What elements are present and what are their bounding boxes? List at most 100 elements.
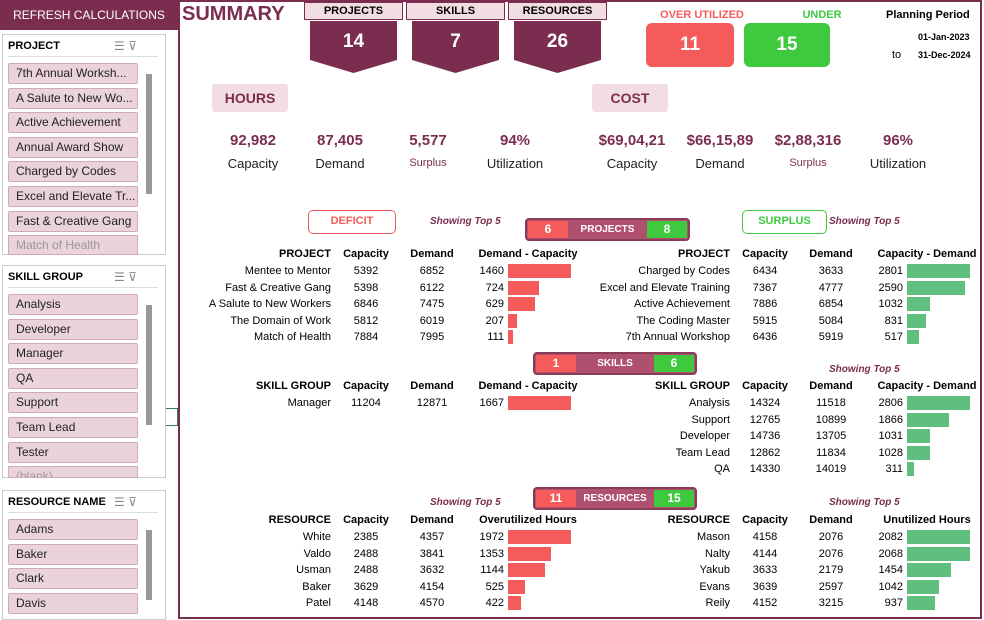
slicer-item[interactable]: (blank) bbox=[8, 466, 138, 478]
table-cell: 2488 bbox=[353, 564, 379, 576]
table-header: RESOURCE bbox=[268, 514, 331, 526]
pill-left: 11 bbox=[536, 490, 576, 507]
table-header: Demand bbox=[410, 380, 454, 392]
table-cell: 5084 bbox=[818, 314, 844, 327]
kpi-label: RESOURCES bbox=[508, 2, 607, 20]
slicer-item[interactable]: Baker bbox=[8, 543, 138, 565]
table-cell: 2488 bbox=[353, 547, 379, 560]
slicer-item[interactable]: Tester bbox=[8, 441, 138, 463]
table-cell: 3639 bbox=[752, 580, 778, 593]
table-cell: White bbox=[302, 531, 331, 543]
table-cell: 7884 bbox=[353, 331, 379, 343]
period-to-label: to bbox=[892, 49, 902, 61]
table-header: Capacity bbox=[742, 380, 788, 392]
table-header: SKILL GROUP bbox=[655, 380, 730, 392]
table-cell: Charged by Codes bbox=[638, 265, 730, 277]
table-header: Demand - Capacity bbox=[478, 380, 578, 392]
table-header: Capacity - Demand bbox=[877, 248, 977, 260]
slicer-item[interactable]: A Salute to New Wo... bbox=[8, 87, 138, 109]
scrollbar bbox=[146, 74, 152, 194]
table-cell: Mason bbox=[696, 531, 730, 543]
data-bar bbox=[508, 297, 536, 311]
table-cell: 11834 bbox=[816, 446, 846, 459]
data-bar bbox=[907, 579, 939, 594]
table-cell: 311 bbox=[885, 463, 903, 475]
pill-left: 1 bbox=[536, 355, 576, 372]
data-bar bbox=[508, 596, 522, 610]
table-cell: 6019 bbox=[419, 314, 445, 327]
period-to: 31-Dec-2024 bbox=[918, 50, 971, 60]
table-cell: 7995 bbox=[419, 331, 445, 343]
table-header: Demand bbox=[410, 248, 454, 260]
table-cell: 13705 bbox=[815, 430, 847, 442]
slicer-divider bbox=[8, 512, 158, 513]
table-cell: Developer bbox=[679, 430, 730, 442]
table-cell: 3632 bbox=[419, 564, 445, 576]
table-header: Demand bbox=[809, 380, 853, 392]
table-cell: 7367 bbox=[752, 281, 778, 294]
section-badge: COST bbox=[592, 84, 668, 112]
table-cell: Usman bbox=[296, 564, 331, 576]
slicer-item[interactable]: Adams bbox=[8, 519, 138, 540]
data-bar bbox=[907, 429, 931, 443]
slicer-item[interactable]: Manager bbox=[8, 343, 138, 365]
slicer-item[interactable]: 7th Annual Worksh... bbox=[8, 63, 138, 84]
table-cell: 1032 bbox=[878, 298, 903, 310]
data-bar bbox=[907, 563, 951, 577]
table-cell: 2590 bbox=[878, 281, 903, 294]
table-header: Demand - Capacity bbox=[478, 248, 578, 260]
data-bar bbox=[508, 313, 517, 328]
table-header: RESOURCE bbox=[667, 514, 730, 526]
metric-value: $66,15,89 bbox=[686, 132, 754, 149]
table-cell: 2076 bbox=[818, 547, 844, 560]
deficit-label: DEFICIT bbox=[308, 210, 396, 234]
slicer-item[interactable]: Match of Health bbox=[8, 235, 138, 255]
slicer-item[interactable]: Annual Award Show bbox=[8, 136, 138, 158]
data-bar bbox=[907, 462, 914, 476]
table-cell: 12862 bbox=[749, 446, 781, 459]
connector bbox=[166, 408, 178, 426]
slicer-item[interactable]: Fast & Creative Gang bbox=[8, 210, 138, 232]
table-cell: 5398 bbox=[353, 281, 379, 294]
data-bar bbox=[508, 264, 571, 278]
table-cell: 2082 bbox=[878, 531, 903, 543]
table-cell: 12871 bbox=[416, 397, 448, 409]
metric-value: 87,405 bbox=[317, 132, 363, 149]
data-bar bbox=[508, 563, 545, 577]
table-cell: 3633 bbox=[818, 265, 844, 277]
pill-left: 6 bbox=[528, 221, 568, 238]
refresh-button[interactable]: REFRESH CALCULATIONS bbox=[0, 0, 178, 30]
table-cell: 4357 bbox=[419, 531, 445, 543]
slicer-divider bbox=[8, 287, 158, 288]
table-cell: 5919 bbox=[818, 331, 844, 343]
table-cell: 207 bbox=[485, 314, 504, 327]
slicer-item[interactable]: Clark bbox=[8, 568, 138, 590]
slicer-item[interactable]: Active Achievement bbox=[8, 112, 138, 134]
table-cell: 937 bbox=[884, 597, 903, 609]
table-cell: 7th Annual Workshop bbox=[625, 331, 730, 343]
slicer-item[interactable]: Davis bbox=[8, 592, 138, 614]
slicer-item[interactable]: QA bbox=[8, 367, 138, 389]
slicer-item[interactable]: Charged by Codes bbox=[8, 161, 138, 183]
table-cell: 14324 bbox=[749, 397, 781, 409]
metric-value: $2,88,316 bbox=[774, 132, 842, 149]
pill-label: PROJECTS bbox=[580, 224, 635, 235]
table-cell: 724 bbox=[485, 281, 504, 294]
slicer-item[interactable]: Analysis bbox=[8, 294, 138, 315]
table-header: Overutilized Hours bbox=[479, 514, 577, 526]
table-cell: 4144 bbox=[752, 547, 778, 560]
metric-value: $69,04,21 bbox=[598, 132, 666, 149]
slicer-item[interactable]: Support bbox=[8, 392, 138, 414]
slicer-item[interactable]: Excel and Elevate Tr... bbox=[8, 186, 138, 207]
table-cell: 1353 bbox=[479, 547, 504, 560]
scrollbar bbox=[146, 305, 152, 425]
table-header: Capacity bbox=[343, 514, 389, 526]
table-cell: Match of Health bbox=[253, 331, 331, 343]
table-cell: 5392 bbox=[353, 265, 379, 277]
slicer-item[interactable]: Developer bbox=[8, 318, 138, 340]
slicer-item[interactable]: Team Lead bbox=[8, 417, 138, 438]
data-bar bbox=[907, 330, 919, 344]
table-cell: 1667 bbox=[479, 397, 504, 409]
table-cell: 1454 bbox=[878, 564, 903, 576]
table-cell: 3215 bbox=[818, 597, 844, 609]
